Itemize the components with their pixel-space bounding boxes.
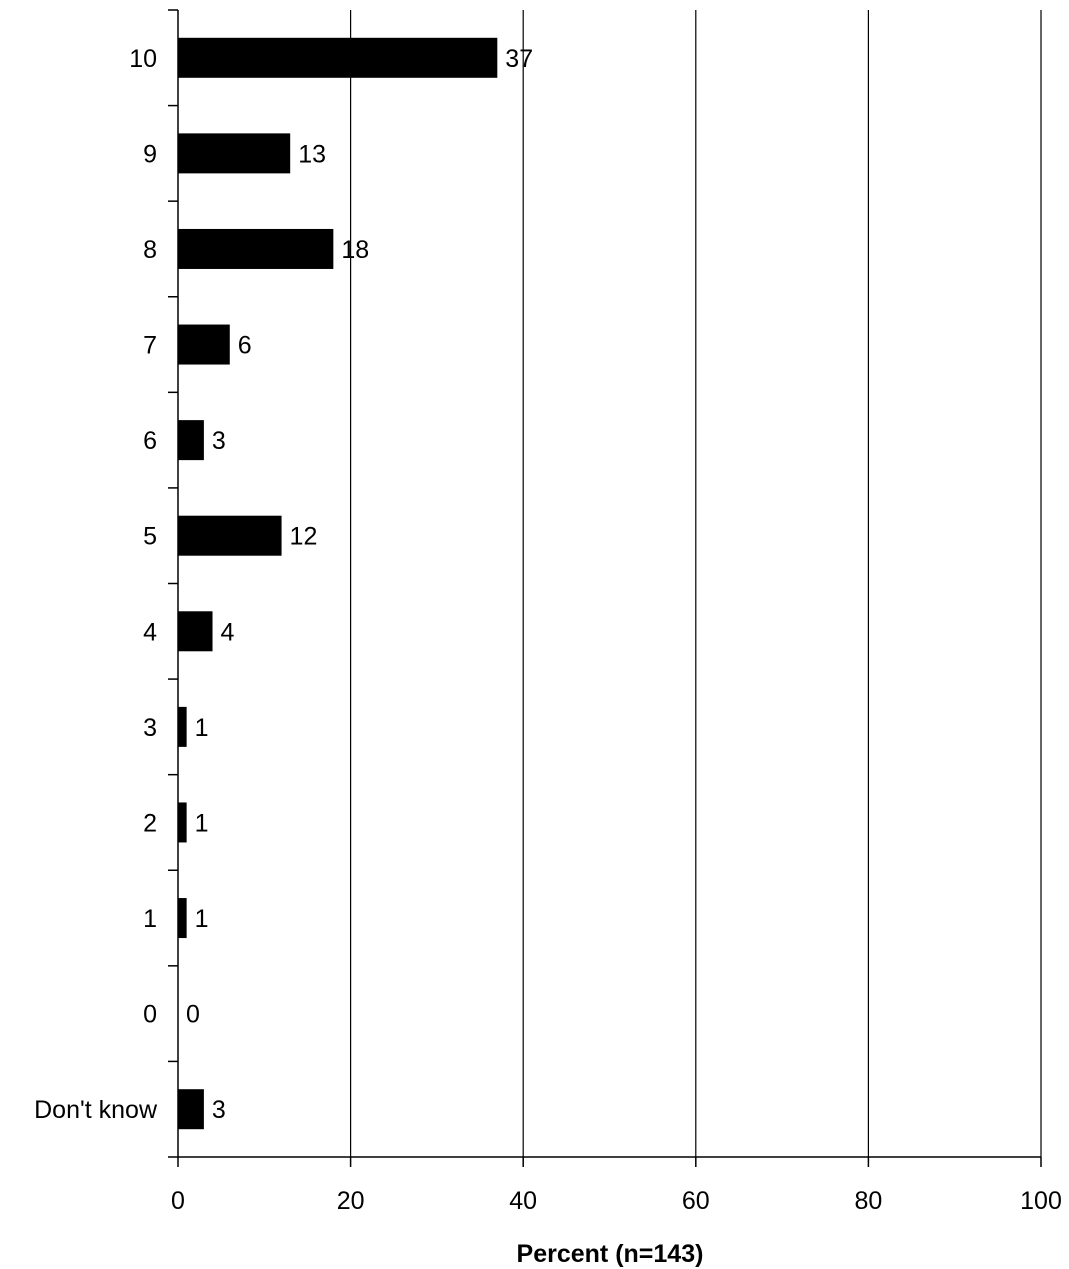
bar-value-label: 37: [505, 45, 533, 73]
y-tick-label: 2: [143, 809, 157, 837]
x-tick-label: 40: [509, 1187, 537, 1215]
bar-2: [178, 228, 334, 269]
x-tick-label: 20: [337, 1187, 365, 1215]
y-tick-label: 4: [143, 618, 157, 646]
bar-value-label: 12: [290, 523, 318, 551]
bar-value-label: 1: [195, 809, 209, 837]
y-tick-label: 7: [143, 332, 157, 360]
y-tick-label: Don't know: [34, 1096, 158, 1124]
bar-9: [178, 898, 187, 939]
bar-8: [178, 802, 187, 843]
bar-value-label: 4: [221, 618, 235, 646]
y-tick-label: 8: [143, 236, 157, 264]
y-tick-label: 6: [143, 427, 157, 455]
bar-11: [178, 1089, 204, 1130]
x-axis-label: Percent (n=143): [517, 1240, 704, 1268]
bar-value-label: 6: [238, 332, 252, 360]
bar-value-label: 18: [341, 236, 369, 264]
bar-value-label: 0: [186, 1001, 200, 1029]
bar-7: [178, 706, 187, 747]
y-tick-label: 10: [129, 45, 157, 73]
axes: [168, 9, 1042, 1167]
bar-value-label: 3: [212, 427, 226, 455]
x-tick-label: 100: [1020, 1187, 1062, 1215]
bar-value-label: 1: [195, 905, 209, 933]
gridlines: [350, 10, 1042, 1157]
y-tick-label: 3: [143, 714, 157, 742]
bar-1: [178, 133, 291, 174]
bar-value-label: 1: [195, 714, 209, 742]
bars: [178, 37, 498, 1130]
bar-6: [178, 611, 213, 652]
bar-4: [178, 420, 204, 461]
x-tick-label: 60: [682, 1187, 710, 1215]
bar-0: [178, 37, 498, 78]
bar-value-label: 13: [298, 140, 326, 168]
bar-3: [178, 324, 230, 365]
y-tick-label: 1: [143, 905, 157, 933]
y-tick-label: 9: [143, 140, 157, 168]
x-tick-label: 0: [171, 1187, 185, 1215]
y-tick-label: 0: [143, 1001, 157, 1029]
bar-value-label: 3: [212, 1096, 226, 1124]
x-tick-label: 80: [854, 1187, 882, 1215]
y-tick-label: 5: [143, 523, 157, 551]
bar-5: [178, 515, 282, 556]
